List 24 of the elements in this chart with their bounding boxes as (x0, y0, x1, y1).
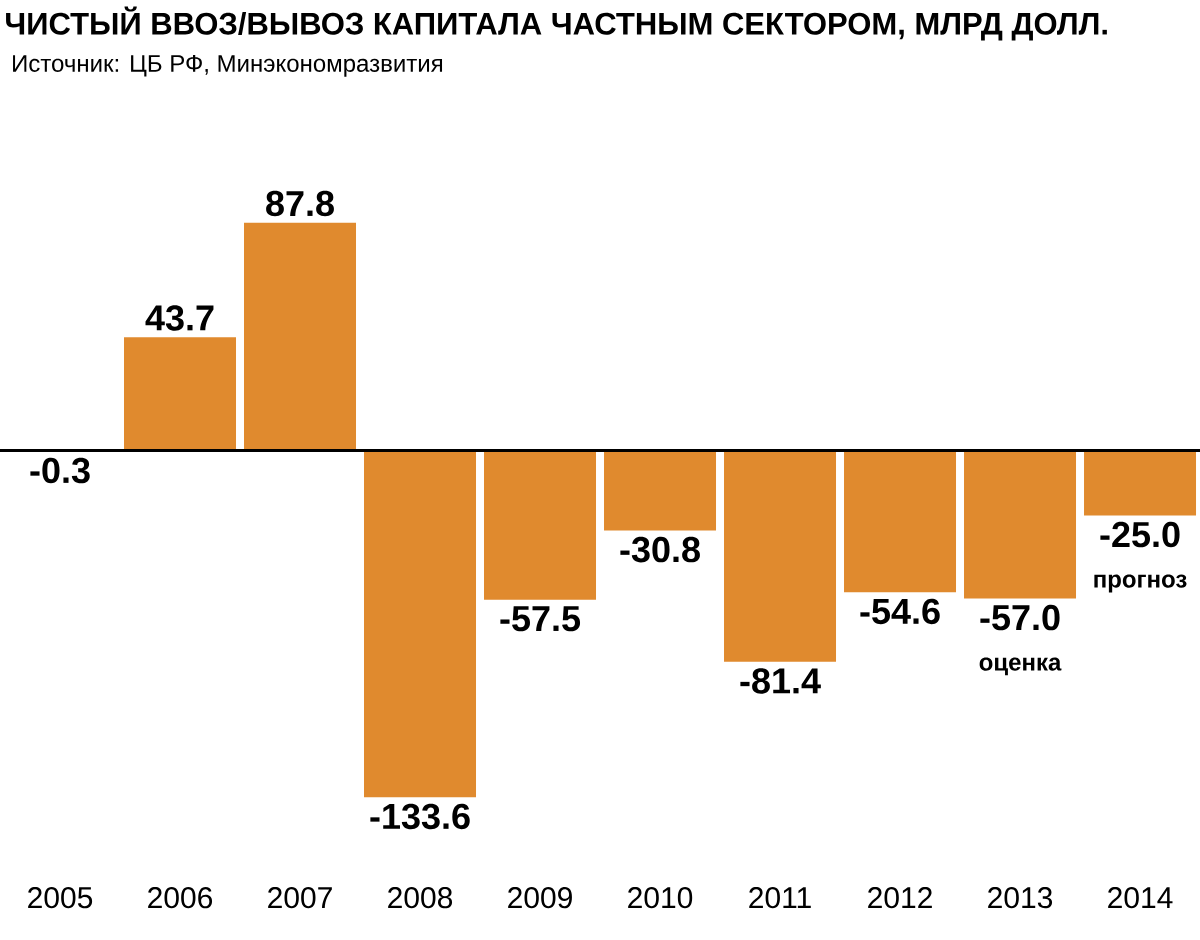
data-label: -57.5 (500, 606, 581, 632)
x-tick-label: 2014 (1108, 887, 1173, 909)
x-tick-label: 2013 (988, 887, 1053, 909)
x-tick-label: 2010 (628, 887, 693, 909)
x-tick-label: 2008 (388, 887, 453, 909)
x-tick-label: 2009 (508, 887, 572, 909)
chart-subtitle: Источник: ЦБ РФ, Минэкономразвития (13, 55, 443, 77)
x-tick-label: 2011 (749, 887, 811, 909)
data-label: -0.3 (30, 457, 90, 484)
x-tick-label: 2006 (148, 887, 213, 909)
chart-title: ЧИСТЫЙ ВВОЗ/ВЫВОЗ КАПИТАЛА ЧАСТНЫМ СЕКТОРОМ, МЛРД ДОЛЛ. (6, 6, 1107, 41)
x-tick-label: 2007 (268, 887, 332, 909)
data-label: -30.8 (620, 536, 700, 563)
annotation: оценка (979, 657, 1062, 676)
data-label: -54.6 (860, 598, 940, 625)
data-label: -81.4 (740, 668, 821, 694)
data-label: 87.8 (266, 190, 334, 217)
x-tick-label: 2012 (868, 887, 932, 909)
x-tick-label: 2005 (28, 887, 93, 909)
data-label: -25.0 (1100, 521, 1180, 548)
data-label: 43.7 (145, 305, 214, 331)
data-label: -57.0 (980, 604, 1060, 631)
annotation: прогноз (1094, 574, 1187, 593)
data-label: -133.6 (370, 803, 470, 830)
